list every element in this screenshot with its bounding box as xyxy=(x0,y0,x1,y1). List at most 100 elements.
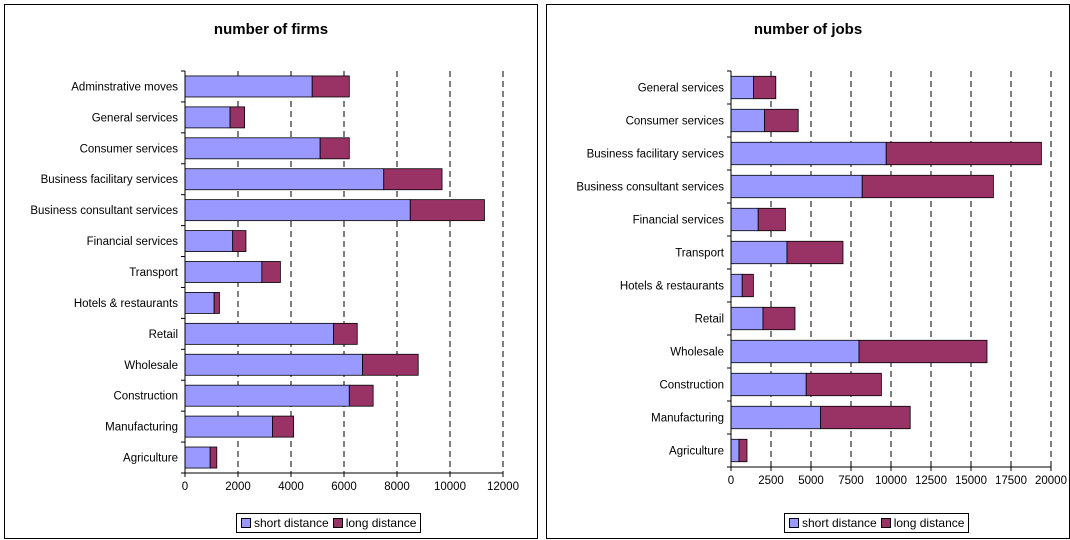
legend-item-short: short distance xyxy=(241,516,329,530)
bar-short-distance xyxy=(730,75,754,100)
bar-short-distance xyxy=(184,168,385,191)
bar-long-distance xyxy=(752,75,777,100)
bar-long-distance xyxy=(764,108,799,133)
bar-long-distance xyxy=(272,415,295,438)
category-label: Wholesale xyxy=(124,360,178,372)
bar-long-distance xyxy=(738,438,748,463)
bar-long-distance xyxy=(861,174,994,199)
bar-long-distance xyxy=(885,141,1042,166)
category-label: Agriculture xyxy=(123,453,178,465)
category-label: Hotels & restaurants xyxy=(620,281,724,293)
bar-long-distance xyxy=(762,306,796,331)
x-tick-label: 0 xyxy=(182,481,188,493)
bar-short-distance xyxy=(730,339,860,364)
category-label: Agriculture xyxy=(669,446,724,458)
category-label: Business facilitary services xyxy=(41,174,179,186)
bar-short-distance xyxy=(730,372,807,397)
bar-long-distance xyxy=(383,168,443,191)
jobs-plot: General services Consumer services Busines… xyxy=(576,70,1067,487)
category-label: Consumer services xyxy=(80,143,179,155)
category-label: Financial services xyxy=(87,236,179,248)
category-label: Manufacturing xyxy=(651,413,724,425)
bar-long-distance xyxy=(311,75,350,98)
x-tick-label: 15000 xyxy=(955,475,987,487)
bar-short-distance xyxy=(730,108,765,133)
chart-legend: short distance long distance xyxy=(784,513,970,533)
category-label: Business consultant services xyxy=(30,205,178,217)
legend-label-long: long distance xyxy=(345,516,417,530)
category-label: Retail xyxy=(695,314,724,326)
bar-short-distance xyxy=(184,261,263,283)
bar-short-distance xyxy=(184,137,321,160)
bar-short-distance xyxy=(184,353,363,376)
x-tick-label: 4000 xyxy=(278,481,304,493)
category-label: Construction xyxy=(659,380,724,392)
legend-item-long: long distance xyxy=(332,516,417,530)
x-tick-label: 0 xyxy=(728,475,734,487)
chart-panel-firms: number of firms Adminstrative moves Gener… xyxy=(4,4,538,539)
x-tick-label: 7500 xyxy=(838,475,864,487)
bar-short-distance xyxy=(730,273,743,298)
bar-short-distance xyxy=(730,240,788,265)
bar-short-distance xyxy=(184,106,231,129)
category-label: General services xyxy=(638,83,725,95)
bar-long-distance xyxy=(209,446,218,469)
chart-title: number of firms xyxy=(213,21,329,38)
category-label: Hotels & restaurants xyxy=(74,298,178,310)
bar-long-distance xyxy=(786,240,844,265)
x-tick-label: 17500 xyxy=(995,475,1027,487)
legend-item-long: long distance xyxy=(880,516,965,530)
x-tick-label: 10000 xyxy=(875,475,907,487)
bar-long-distance xyxy=(213,292,220,314)
bar-short-distance xyxy=(730,438,740,463)
bar-short-distance xyxy=(730,207,759,232)
bar-short-distance xyxy=(184,384,350,407)
bar-short-distance xyxy=(184,446,211,469)
legend-swatch-long xyxy=(332,518,343,528)
category-label: Transport xyxy=(129,267,179,279)
bar-short-distance xyxy=(184,415,273,438)
bar-short-distance xyxy=(730,405,821,430)
x-tick-label: 8000 xyxy=(384,481,410,493)
x-tick-label: 10000 xyxy=(434,481,466,493)
category-label: Retail xyxy=(149,329,178,341)
legend-label-short: short distance xyxy=(802,516,877,530)
legend-item-short: short distance xyxy=(789,516,877,530)
category-label: Business consultant services xyxy=(576,182,724,194)
bar-long-distance xyxy=(362,353,419,376)
bar-long-distance xyxy=(805,372,882,397)
x-tick-label: 6000 xyxy=(331,481,357,493)
bar-long-distance xyxy=(348,384,374,407)
legend-label-long: long distance xyxy=(893,516,965,530)
category-label: Transport xyxy=(675,248,725,260)
category-label: General services xyxy=(92,112,179,124)
category-label: Construction xyxy=(113,391,178,403)
bar-short-distance xyxy=(184,322,334,345)
x-tick-label: 5000 xyxy=(798,475,824,487)
x-tick-label: 2500 xyxy=(758,475,784,487)
bar-long-distance xyxy=(232,230,247,252)
bar-short-distance xyxy=(184,292,215,314)
legend-label-short: short distance xyxy=(254,516,329,530)
bar-long-distance xyxy=(229,106,246,129)
bar-short-distance xyxy=(730,141,887,166)
bar-short-distance xyxy=(184,230,234,252)
x-tick-label: 2000 xyxy=(225,481,251,493)
bar-short-distance xyxy=(184,75,313,98)
bar-long-distance xyxy=(757,207,786,232)
category-label: Adminstrative moves xyxy=(71,81,178,93)
bar-long-distance xyxy=(820,405,911,430)
category-label: Wholesale xyxy=(670,347,724,359)
bar-long-distance xyxy=(741,273,754,298)
legend-swatch-short xyxy=(241,518,251,528)
firms-plot: Adminstrative moves General services Consu… xyxy=(30,70,519,493)
bar-long-distance xyxy=(409,199,485,222)
legend-swatch-short xyxy=(789,518,799,528)
x-tick-label: 12500 xyxy=(915,475,947,487)
bar-short-distance xyxy=(730,174,863,199)
category-label: Business facilitary services xyxy=(587,149,725,161)
bar-long-distance xyxy=(858,339,988,364)
category-label: Consumer services xyxy=(626,116,725,128)
chart-panel-jobs: number of jobs General services Consumer … xyxy=(546,4,1070,539)
category-label: Manufacturing xyxy=(105,422,178,434)
